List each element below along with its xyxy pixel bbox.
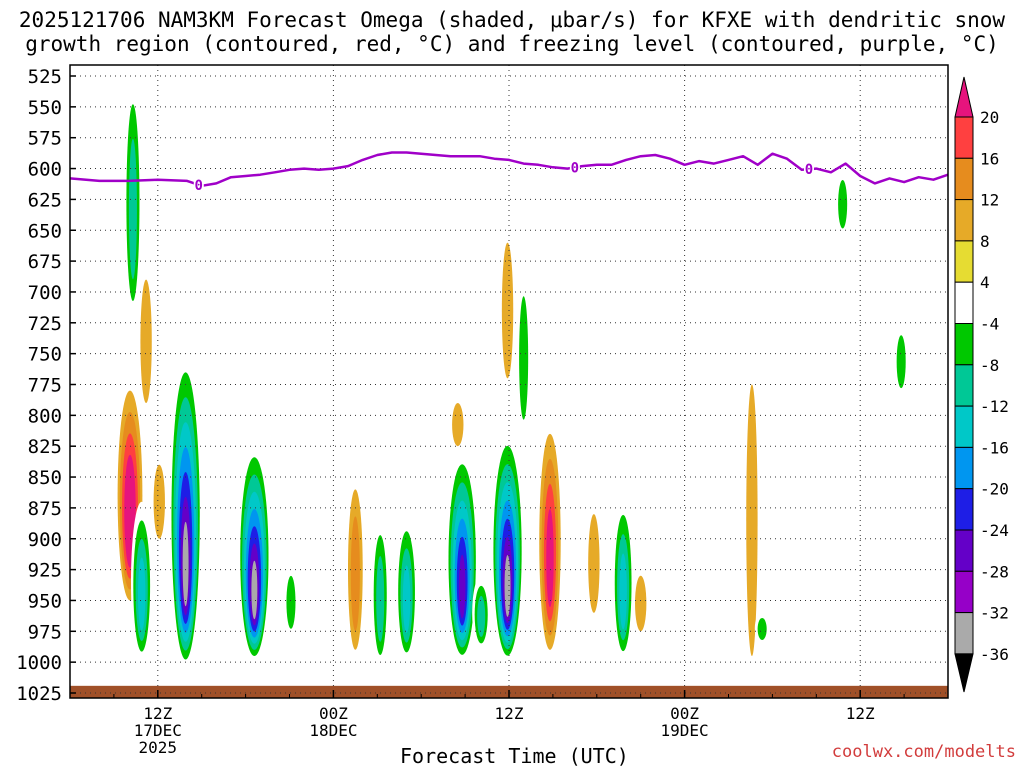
omega-cell-21-level-0: [746, 384, 758, 656]
colorbar-label-11: -28: [980, 562, 1009, 581]
y-tick-label-550: 550: [28, 97, 62, 119]
omega-colorbar: 20 16 12 8 4 -4 -8 -12 -16 -20 -24 -28 -32 -36: [954, 76, 1009, 693]
omega-cell-12-level-6: [458, 554, 466, 619]
y-tick-label-525: 525: [28, 66, 62, 88]
colorbar-label-6: -8: [980, 356, 999, 375]
freezing-level-label-2: 0: [805, 162, 813, 178]
omega-cell-11-level-0: [452, 403, 464, 447]
colorbar-bin-11: [954, 570, 974, 614]
y-tick-label-750: 750: [28, 344, 62, 366]
y-tick-label-850: 850: [28, 467, 62, 489]
freezing-label-bg-2: [803, 161, 814, 178]
omega-cell-7-level-1: [286, 575, 296, 629]
omega-cell-15-level-7: [504, 555, 511, 617]
omega-cell-2-level-0: [140, 279, 152, 404]
y-tick-label-700: 700: [28, 282, 62, 304]
colorbar-bin-9: [954, 488, 974, 531]
grid-lines: [70, 65, 948, 698]
colorbar-bin-12: [954, 612, 974, 655]
y-tick-label-575: 575: [28, 128, 62, 150]
omega-cell-4-level-7: [182, 521, 189, 607]
omega-cell-13-level-2: [477, 595, 486, 638]
colorbar-bin-0: [954, 116, 974, 159]
y-tick-label-675: 675: [28, 251, 62, 273]
colorbar-label-7: -12: [980, 397, 1009, 416]
freezing-level-label-1: 0: [571, 160, 579, 176]
y-tick-label-1000: 1000: [16, 652, 62, 674]
freezing-level-label-0: 0: [195, 178, 203, 194]
omega-cell-6-level-7: [251, 560, 258, 620]
colorbar-bin-3: [954, 240, 974, 283]
x-tick-label-2-0: 12Z: [495, 704, 524, 723]
x-tick-label-0-2: 2025: [139, 738, 178, 757]
x-tick-label-0-0: 12Z: [143, 704, 172, 723]
colorbar-label-1: 16: [980, 149, 999, 168]
omega-cell-23-level-1: [838, 179, 848, 229]
colorbar-bin-4: [954, 281, 974, 325]
colorbar-label-5: -4: [980, 315, 999, 334]
colorbar-label-10: -24: [980, 521, 1009, 540]
colorbar-label-9: -20: [980, 480, 1009, 499]
omega-cell-19-level-3: [619, 553, 627, 630]
omega-cell-18-level-0: [588, 514, 600, 613]
colorbar-bin-7: [954, 405, 974, 448]
omega-cell-22-level-1: [757, 617, 767, 641]
x-tick-label-0-1: 17DEC: [134, 721, 182, 740]
x-tick-label-1-1: 18DEC: [309, 721, 357, 740]
y-tick-label-875: 875: [28, 498, 62, 520]
omega-cell-1-level-4: [126, 476, 134, 557]
freezing-level-contour: 0 0 0: [69, 151, 949, 194]
omega-cell-0-level-2: [128, 138, 137, 280]
y-tick-label-975: 975: [28, 621, 62, 643]
omega-cell-8-level-1: [350, 516, 360, 631]
x-axis-title: Forecast Time (UTC): [400, 744, 629, 768]
colorbar-label-3: 8: [980, 232, 990, 251]
colorbar-label-0: 20: [980, 108, 999, 127]
omega-cell-3-level-3: [137, 557, 146, 631]
colorbar-bin-6: [954, 364, 974, 407]
colorbar-bin-1: [954, 157, 974, 201]
colorbar-label-2: 12: [980, 191, 999, 210]
y-tick-label-600: 600: [28, 159, 62, 181]
omega-cell-24-level-1: [896, 335, 906, 389]
omega-cell-16-level-1: [519, 296, 529, 420]
omega-cell-17-level-3: [546, 508, 554, 608]
x-tick-label-3-0: 00Z: [670, 704, 699, 723]
chart-title-line-1: 2025121706 NAM3KM Forecast Omega (shaded…: [18, 8, 1006, 32]
colorbar-bottom-arrow: [954, 653, 974, 693]
freezing-label-bg-1: [569, 159, 580, 176]
colorbar-label-13: -36: [980, 645, 1009, 664]
y-tick-label-950: 950: [28, 590, 62, 612]
colorbar-label-8: -16: [980, 438, 1009, 457]
freezing-label-bg-0: [193, 176, 204, 193]
colorbar-label-12: -32: [980, 604, 1009, 623]
colorbar-bin-10: [954, 529, 974, 572]
x-tick-label-3-1: 19DEC: [661, 721, 709, 740]
y-tick-label-925: 925: [28, 560, 62, 582]
y-tick-label-725: 725: [28, 313, 62, 335]
source-credit[interactable]: coolwx.com/modelts: [831, 742, 1016, 762]
omega-cell-5-level-0: [153, 464, 165, 539]
chart-title-line-2: growth region (contoured, red, °C) and f…: [25, 32, 999, 56]
colorbar-bin-8: [954, 446, 974, 490]
omega-cell-10-level-3: [402, 565, 411, 633]
omega-cell-14-level-0: [501, 242, 514, 379]
colorbar-bin-2: [954, 199, 974, 242]
axes: 525 550 575 600 625 650 675 700 725 750 775 800 825 8…: [16, 64, 949, 757]
x-tick-label-4-0: 12Z: [846, 704, 875, 723]
colorbar-top-arrow: [954, 76, 974, 118]
omega-cell-20-level-0: [635, 575, 647, 632]
y-tick-label-650: 650: [28, 220, 62, 242]
x-tick-label-1-0: 00Z: [319, 704, 348, 723]
y-tick-label-1025: 1025: [16, 683, 62, 705]
y-tick-label-625: 625: [28, 189, 62, 211]
colorbar-label-4: 4: [980, 273, 990, 292]
y-tick-label-800: 800: [28, 405, 62, 427]
omega-cell-9-level-2: [376, 556, 385, 642]
colorbar-bin-5: [954, 323, 974, 366]
y-tick-label-825: 825: [28, 436, 62, 458]
y-tick-label-900: 900: [28, 529, 62, 551]
y-tick-label-775: 775: [28, 375, 62, 397]
